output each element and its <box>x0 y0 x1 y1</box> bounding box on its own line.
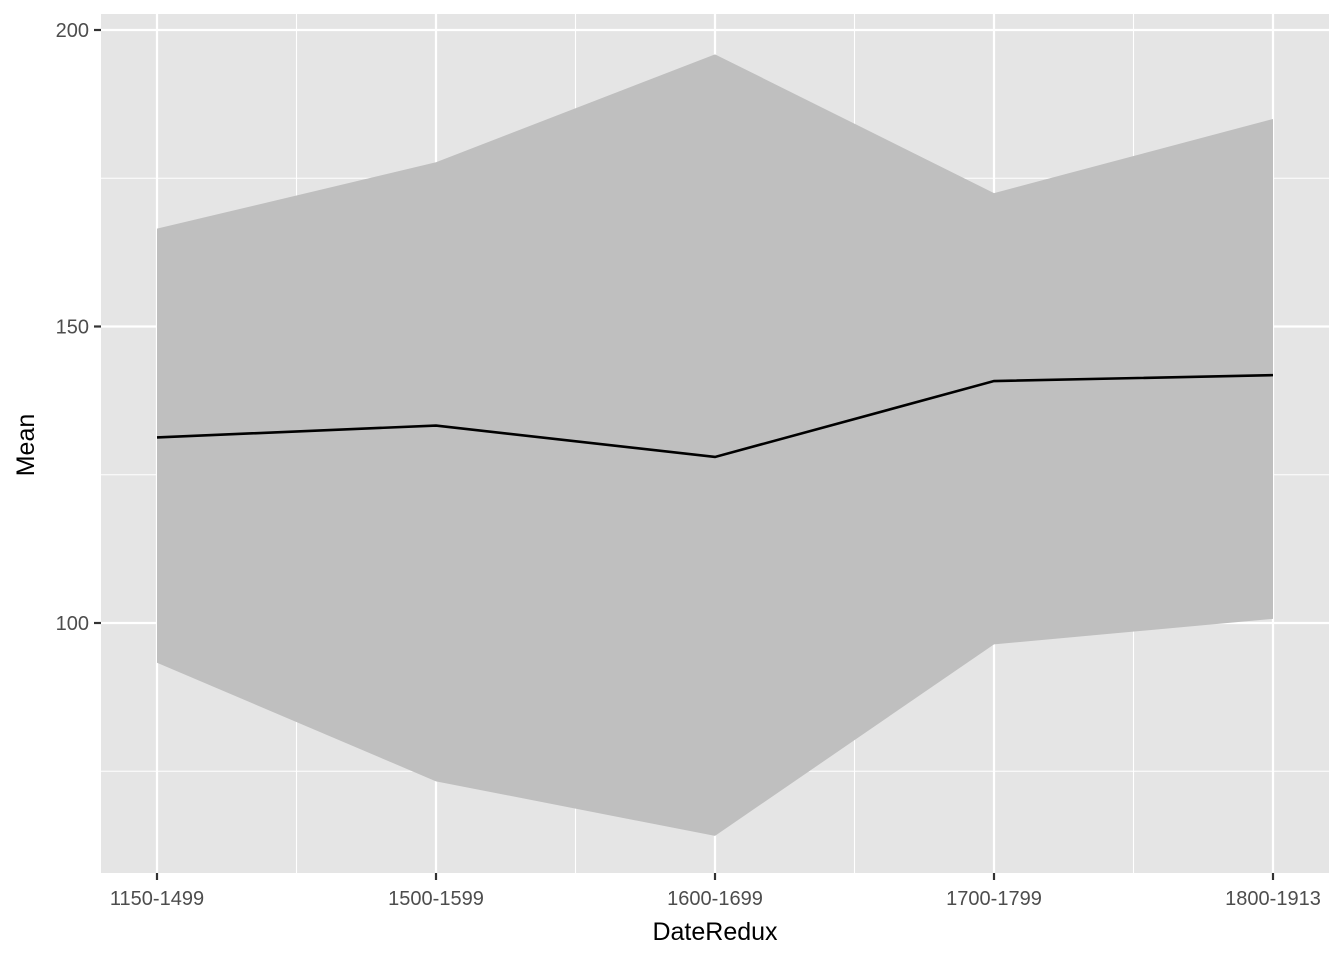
y-axis-title: Mean <box>12 414 40 477</box>
x-tick-label: 1600-1699 <box>667 888 763 910</box>
y-axis: 100 150 200 <box>56 20 101 635</box>
x-tick-label: 1700-1799 <box>946 888 1042 910</box>
x-tick-label: 1500-1599 <box>388 888 484 910</box>
mean-line <box>156 373 1274 459</box>
y-tick-label: 100 <box>56 613 89 635</box>
y-tick-label: 200 <box>56 20 89 42</box>
y-tick-label: 150 <box>56 317 89 339</box>
x-axis: 1150-1499 1500-1599 1600-1699 1700-1799 1800… <box>110 873 1321 910</box>
x-tick-label: 1800-1913 <box>1225 888 1321 910</box>
confidence-ribbon <box>157 54 1273 836</box>
x-axis-title: DateRedux <box>652 918 778 946</box>
x-tick-label: 1150-1499 <box>110 888 204 910</box>
